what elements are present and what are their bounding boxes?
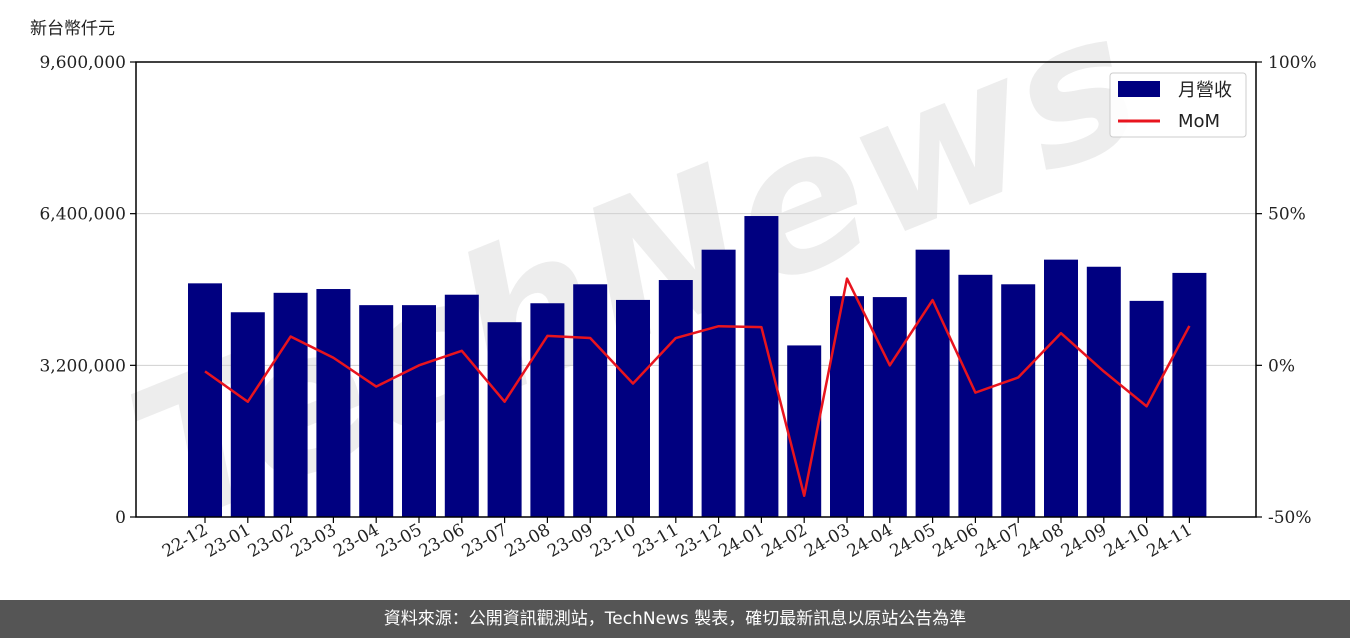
x-tick-label: 23-03 [287, 520, 339, 562]
bar-23-02 [273, 292, 308, 517]
x-tick-label: 24-07 [972, 520, 1024, 562]
y-left-tick-label: 6,400,000 [39, 205, 126, 225]
bar-23-09 [573, 284, 608, 517]
unit-label: 新台幣仟元 [30, 19, 115, 39]
x-tick-label: 23-07 [459, 520, 511, 562]
bar-24-07 [1001, 284, 1036, 517]
x-tick-label: 24-05 [887, 520, 939, 562]
bar-24-04 [872, 297, 907, 517]
x-tick-label: 24-06 [929, 520, 981, 562]
bar-23-06 [444, 294, 479, 517]
x-axis: 22-1223-0123-0223-0323-0423-0523-0623-07… [159, 517, 1196, 562]
mom-line [204, 277, 1191, 498]
bar-23-12 [701, 249, 736, 517]
bar-24-06 [958, 274, 993, 517]
y-right-tick-label: -50% [1268, 508, 1312, 528]
x-tick-label: 24-10 [1101, 520, 1153, 562]
bar-23-05 [402, 305, 436, 517]
y-right-tick-label: 100% [1268, 53, 1317, 73]
bar-24-08 [1044, 259, 1078, 517]
x-tick-label: 23-09 [544, 520, 596, 562]
bar-23-10 [616, 299, 650, 517]
x-tick-label: 23-10 [587, 520, 639, 562]
bar-23-07 [487, 322, 522, 517]
x-tick-label: 24-11 [1143, 520, 1195, 562]
bar-24-10 [1129, 300, 1164, 517]
x-tick-label: 24-03 [801, 520, 853, 562]
legend: 月營收 MoM [1109, 72, 1247, 138]
x-tick-label: 23-06 [416, 520, 468, 562]
y-right-tick-label: 50% [1268, 205, 1306, 225]
bar-24-09 [1086, 266, 1121, 517]
x-tick-label: 24-09 [1058, 520, 1110, 562]
y-left-tick-label: 9,600,000 [39, 53, 126, 73]
x-tick-label: 23-12 [673, 520, 725, 562]
y-right-tick-label: 0% [1268, 356, 1295, 376]
x-tick-label: 23-11 [630, 520, 682, 562]
legend-swatch-revenue [1118, 81, 1160, 97]
legend-label-mom: MoM [1178, 111, 1220, 132]
bars [188, 216, 1207, 518]
bar-23-01 [230, 312, 265, 517]
bar-24-03 [830, 296, 864, 517]
y-left-tick-label: 3,200,000 [39, 356, 126, 376]
bar-22-12 [188, 283, 222, 517]
bar-23-04 [359, 305, 394, 517]
bar-23-03 [316, 289, 351, 517]
bar-24-05 [915, 249, 950, 517]
y-axis-right: -50% 0% 50% 100% [1256, 53, 1317, 528]
footer-source-note: 資料來源：公開資訊觀測站，TechNews 製表，確切最新訊息以原站公告為準 [0, 600, 1350, 638]
bar-24-02 [787, 345, 822, 517]
x-tick-label: 24-04 [844, 520, 896, 562]
plot-frame [135, 61, 1257, 518]
x-tick-label: 24-08 [1015, 520, 1067, 562]
bar-23-11 [658, 280, 693, 517]
x-tick-label: 23-04 [330, 520, 382, 562]
x-tick-label: 24-02 [758, 520, 810, 562]
bar-24-11 [1172, 272, 1207, 517]
legend-label-revenue: 月營收 [1178, 80, 1232, 101]
bar-24-01 [744, 216, 779, 518]
x-tick-label: 24-01 [715, 520, 767, 562]
y-axis-left: 0 3,200,000 6,400,000 9,600,000 [39, 53, 136, 528]
chart: TechNews 新台幣仟元 03,200,0006,400,0009,600,… [30, 0, 1317, 570]
bar-23-08 [530, 303, 565, 517]
mom-line-layer [204, 277, 1191, 498]
x-tick-label: 23-08 [501, 520, 553, 562]
x-tick-label: 23-05 [373, 520, 425, 562]
y-left-tick-label: 0 [115, 508, 126, 528]
